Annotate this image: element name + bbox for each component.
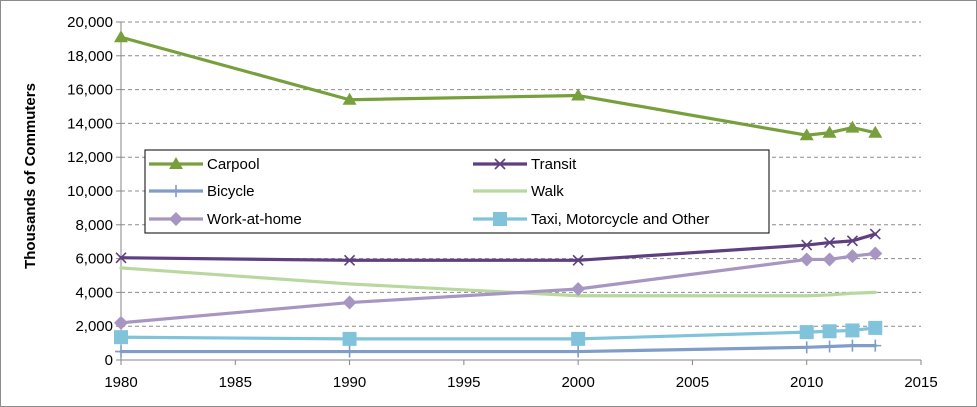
y-tick-label: 4,000 [75, 284, 113, 301]
legend-marker [493, 212, 507, 226]
axes [116, 21, 922, 365]
data-point-transit [572, 254, 584, 266]
data-point-bicycle [800, 341, 813, 354]
y-tick-label: 2,000 [75, 318, 113, 335]
series-line-transit [119, 232, 877, 262]
data-point-carpool [571, 88, 586, 101]
data-point-taxi-motorcycle-and-other [571, 331, 586, 346]
data-point-work-at-home [868, 246, 883, 261]
legend-item-transit: Transit [473, 156, 577, 173]
y-tick-label: 16,000 [67, 82, 113, 99]
y-tick-labels: 0 2,000 4,000 6,000 8,000 10,000 12,000 14,000 1… [67, 14, 113, 369]
x-tick-label: 2000 [561, 374, 594, 391]
legend-item-bicycle: Bicycle [149, 183, 255, 200]
data-point-transit [801, 239, 813, 251]
legend-label: Carpool [207, 156, 260, 173]
data-point-transit [869, 228, 881, 240]
data-point-carpool [845, 120, 860, 133]
series-work-at-home [114, 246, 883, 330]
legend-label: Transit [531, 156, 577, 173]
y-tick-label: 14,000 [67, 115, 113, 132]
series-bicycle [115, 339, 882, 358]
data-point-carpool [822, 125, 837, 138]
x-tick-label: 1980 [104, 374, 137, 391]
data-point-bicycle [823, 340, 836, 353]
series-line-carpool [119, 35, 877, 137]
data-point-carpool [342, 92, 357, 105]
data-point-work-at-home [822, 252, 837, 267]
legend-marker [494, 158, 506, 170]
series-group [114, 30, 883, 358]
x-tick-label: 2005 [676, 374, 709, 391]
legend-item-work-at-home: Work-at-home [149, 211, 302, 228]
data-point-work-at-home [799, 252, 814, 267]
legend-label: Bicycle [207, 183, 255, 200]
data-point-taxi-motorcycle-and-other [799, 325, 814, 340]
y-tick-label: 12,000 [67, 149, 113, 166]
legend-item-walk: Walk [473, 183, 564, 200]
legend-label: Walk [531, 183, 564, 200]
data-point-taxi-motorcycle-and-other [342, 331, 357, 346]
x-tick-label: 1995 [447, 374, 480, 391]
x-tick-labels: 1980 1985 1990 1995 2000 2005 2010 2015 [104, 374, 937, 391]
x-tick-label: 1985 [219, 374, 252, 391]
data-point-taxi-motorcycle-and-other [822, 324, 837, 339]
series-line-taxi-motorcycle-and-other [119, 326, 877, 341]
legend-marker [170, 185, 182, 197]
x-tick-label: 1990 [333, 374, 366, 391]
data-point-carpool [868, 125, 883, 138]
data-point-carpool [799, 128, 814, 141]
series-taxi-motorcycle-and-other [114, 320, 883, 346]
x-tick-label: 2010 [790, 374, 823, 391]
data-point-bicycle [572, 345, 585, 358]
y-tick-label: 6,000 [75, 251, 113, 268]
series-line-walk [119, 266, 877, 298]
y-tick-label: 20,000 [67, 14, 113, 31]
data-point-transit [115, 252, 127, 264]
data-point-bicycle [869, 339, 882, 352]
y-tick-label: 8,000 [75, 217, 113, 234]
legend-item-taxi-motorcycle-and-other: Taxi, Motorcycle and Other [473, 211, 709, 228]
legend-label: Work-at-home [207, 211, 302, 228]
data-point-taxi-motorcycle-and-other [114, 330, 128, 345]
series-carpool [114, 30, 883, 141]
data-point-work-at-home [342, 295, 357, 310]
data-point-bicycle [846, 339, 859, 352]
legend-item-carpool: Carpool [149, 156, 260, 173]
data-point-work-at-home [845, 249, 860, 264]
series-transit [115, 228, 881, 266]
series-line-bicycle [119, 344, 877, 354]
data-point-transit [344, 254, 356, 266]
data-point-taxi-motorcycle-and-other [845, 323, 860, 338]
y-tick-label: 18,000 [67, 48, 113, 65]
data-point-bicycle [343, 345, 356, 358]
series-line-work-at-home [119, 251, 877, 325]
data-point-transit [846, 235, 858, 247]
data-point-work-at-home [571, 282, 586, 297]
data-point-taxi-motorcycle-and-other [868, 320, 883, 335]
legend-marker [169, 212, 183, 226]
x-tick-label: 2015 [904, 374, 937, 391]
legend: Carpool Transit Bicycle Walk Work-at-home Tax… [144, 149, 770, 234]
y-tick-label: 10,000 [67, 183, 113, 200]
y-axis-label: Thousands of Commuters [22, 83, 39, 269]
data-point-carpool [114, 30, 128, 43]
gridlines [121, 21, 921, 327]
data-point-work-at-home [114, 315, 128, 330]
series-walk [119, 266, 877, 298]
y-tick-label: 0 [105, 352, 113, 369]
data-point-transit [824, 236, 836, 249]
legend-label: Taxi, Motorcycle and Other [531, 211, 709, 228]
legend-box [144, 149, 770, 234]
legend-marker [169, 157, 183, 169]
data-point-bicycle [115, 345, 127, 358]
